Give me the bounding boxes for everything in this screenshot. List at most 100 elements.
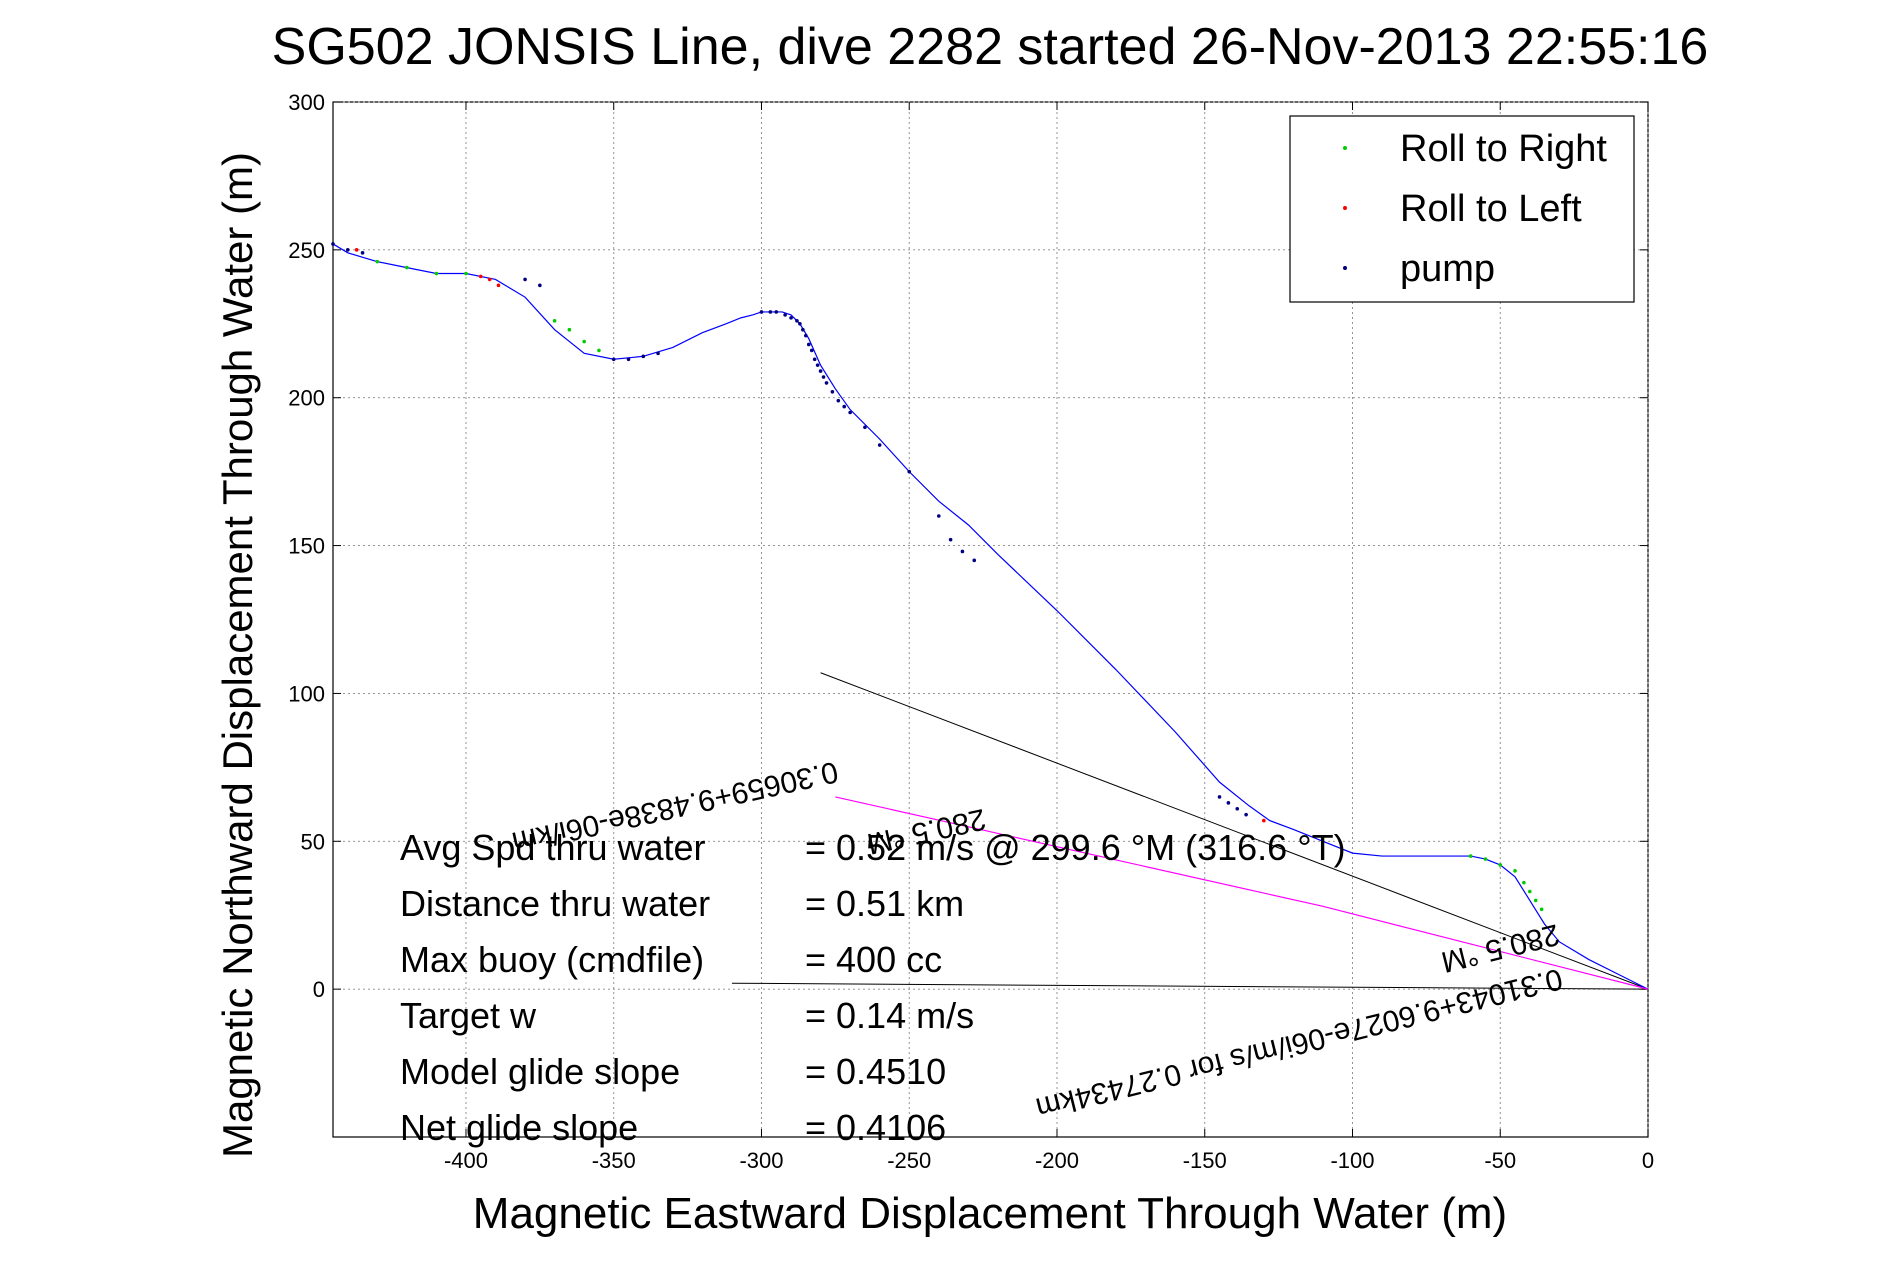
pump-marker — [656, 351, 660, 356]
y-tick-label: 100 — [288, 681, 325, 706]
series-layer — [332, 243, 1649, 990]
y-tick-label: 250 — [288, 238, 325, 263]
pump-marker — [907, 469, 912, 474]
pump-marker — [830, 390, 835, 394]
info-label: Distance thru water — [400, 883, 710, 924]
roll-right-marker — [405, 265, 409, 270]
pump-marker — [345, 248, 350, 252]
pump-marker — [863, 425, 867, 430]
roll-right-marker — [552, 319, 557, 323]
roll-right-marker — [1468, 854, 1473, 858]
roll-right-marker — [1533, 898, 1538, 903]
x-tick-label: -250 — [887, 1148, 931, 1173]
pump-marker — [1217, 795, 1222, 799]
pump-marker — [360, 251, 365, 255]
pump-marker — [809, 348, 814, 353]
legend-box — [1289, 115, 1635, 303]
info-value: = 0.4106 — [805, 1107, 946, 1148]
pump-marker — [1235, 806, 1240, 811]
y-axis-label: Magnetic Northward Displacement Through … — [214, 152, 261, 1158]
x-axis-ticks: -400 -350 -300 -250 -200 -150 -100 -50 0 — [444, 102, 1654, 1173]
legend-marker — [1343, 266, 1347, 270]
series-line — [332, 243, 1649, 990]
roll-left-marker — [354, 248, 359, 252]
pump-marker — [641, 354, 646, 359]
roll-right-marker — [464, 271, 468, 276]
series-line — [835, 796, 1649, 990]
pump-marker — [523, 277, 527, 282]
info-label: Target w — [400, 995, 537, 1036]
roll-right-marker — [434, 271, 439, 276]
pump-marker — [842, 404, 847, 409]
heading-line — [731, 982, 1649, 990]
roll-left-marker — [487, 277, 492, 282]
roll-left-marker — [478, 274, 483, 279]
roll-left-marker — [1262, 818, 1266, 823]
info-label: Max buoy (cmdfile) — [400, 939, 704, 980]
y-tick-label: 0 — [313, 977, 325, 1002]
x-tick-label: -350 — [592, 1148, 636, 1173]
roll-right-marker — [375, 259, 380, 264]
info-value: = 0.14 m/s — [805, 995, 974, 1036]
roll-right-marker — [597, 348, 601, 353]
legend-label: Roll to Right — [1400, 128, 1607, 170]
pump-marker — [798, 321, 802, 326]
chart-title: SG502 JONSIS Line, dive 2282 started 26-… — [272, 18, 1709, 76]
pump-marker — [818, 369, 823, 373]
pump-marker — [848, 410, 852, 415]
roll-right-marker — [1483, 857, 1488, 861]
info-label: Avg Spd thru water — [400, 827, 706, 868]
y-tick-label: 300 — [288, 90, 325, 115]
pump-marker — [1244, 812, 1248, 817]
pump-marker — [836, 398, 841, 403]
pump-marker — [759, 310, 764, 314]
info-value: = 400 cc — [805, 939, 942, 980]
x-axis-label: Magnetic Eastward Displacement Through W… — [473, 1189, 1507, 1238]
pump-marker — [795, 319, 799, 323]
pump-marker — [815, 363, 820, 367]
pump-marker — [936, 514, 941, 518]
x-tick-label: 0 — [1642, 1148, 1654, 1173]
roll-right-marker — [567, 327, 572, 332]
pump-marker — [824, 381, 829, 385]
legend-marker — [1343, 206, 1347, 210]
roll-right-marker — [1539, 907, 1544, 912]
x-tick-label: -300 — [739, 1148, 783, 1173]
x-tick-label: -400 — [444, 1148, 488, 1173]
info-value: = 0.4510 — [805, 1051, 946, 1092]
roll-left-marker — [496, 283, 501, 288]
pump-marker — [972, 558, 977, 563]
pump-marker — [783, 313, 787, 317]
pump-marker — [789, 316, 793, 320]
roll-right-marker — [1498, 863, 1503, 867]
pump-marker — [812, 357, 817, 362]
roll-right-marker — [582, 339, 586, 344]
pump-marker — [804, 333, 808, 338]
x-tick-label: -200 — [1035, 1148, 1079, 1173]
pump-marker — [538, 283, 542, 288]
x-tick-label: -150 — [1183, 1148, 1227, 1173]
info-block: Avg Spd thru water = 0.52 m/s @ 299.6 °M … — [400, 827, 1346, 1148]
pump-marker — [774, 310, 779, 314]
pump-marker — [626, 357, 631, 362]
y-tick-label: 200 — [288, 386, 325, 411]
marker-layer — [331, 242, 1544, 912]
heading-line — [820, 672, 1649, 990]
roll-right-marker — [1522, 880, 1526, 885]
legend-label: Roll to Left — [1400, 188, 1582, 230]
pump-marker — [960, 549, 965, 554]
legend-marker — [1343, 146, 1347, 150]
info-label: Model glide slope — [400, 1051, 680, 1092]
pump-marker — [801, 327, 805, 332]
info-value: = 0.51 km — [805, 883, 964, 924]
pump-marker — [821, 375, 826, 379]
pump-marker — [611, 357, 616, 362]
info-label: Net glide slope — [400, 1107, 638, 1148]
roll-right-marker — [1513, 869, 1517, 873]
pump-marker — [331, 242, 335, 246]
legend: Roll to Right Roll to Left pump — [1289, 115, 1635, 303]
y-axis-ticks: 0 50 100 150 200 250 300 — [288, 90, 1648, 1002]
pump-marker — [877, 443, 882, 447]
x-tick-label: -50 — [1484, 1148, 1516, 1173]
